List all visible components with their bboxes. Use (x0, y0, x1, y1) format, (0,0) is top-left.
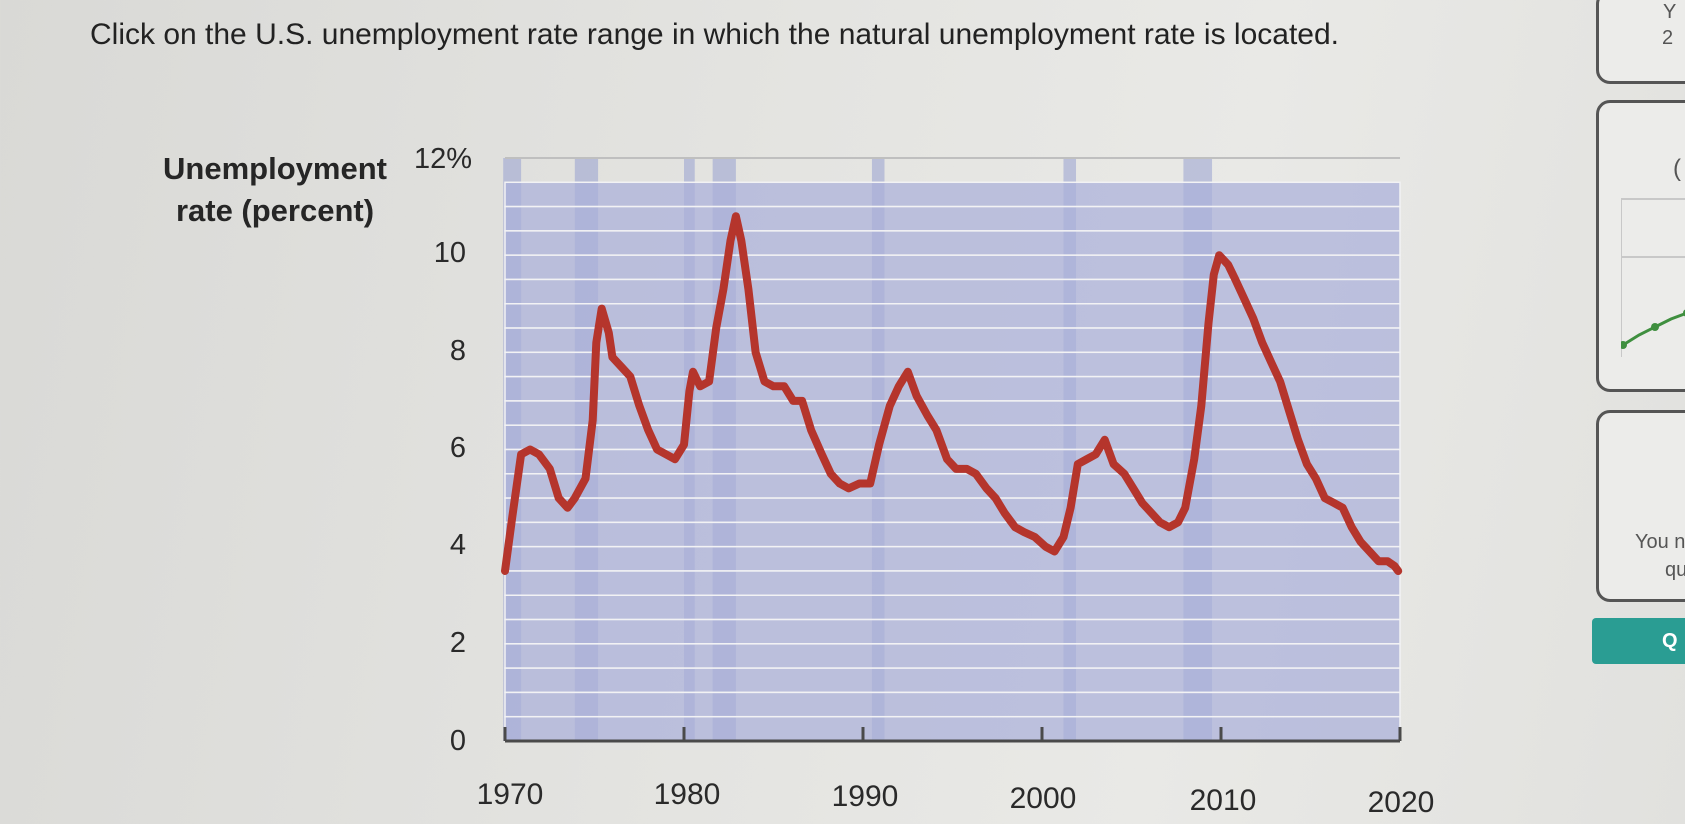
side-card-letter: Y (1663, 1, 1677, 23)
unemployment-range-band[interactable] (504, 303, 1401, 329)
y-tick-label: 10 (433, 237, 466, 269)
side-card-top: Y 2 (1596, 0, 1685, 84)
unemployment-range-band[interactable] (504, 691, 1401, 718)
x-tick-label: 2000 (1009, 782, 1077, 815)
unemployment-range-band[interactable] (504, 351, 1401, 378)
x-tick-label: 1990 (831, 780, 899, 813)
unemployment-range-band[interactable] (504, 254, 1401, 281)
unemployment-range-band[interactable] (504, 667, 1401, 694)
unemployment-range-band[interactable] (504, 375, 1401, 402)
x-tick-label: 1980 (653, 778, 721, 811)
side-card-message: You n qu (1596, 410, 1685, 602)
unemployment-range-band[interactable] (504, 715, 1401, 742)
range-bands (504, 157, 1401, 742)
y-axis-label: Unemployment rate (percent) (150, 148, 400, 232)
y-tick-label: 2 (449, 627, 466, 659)
side-action-button-label: Q (1662, 630, 1678, 652)
unemployment-range-band[interactable] (504, 424, 1401, 451)
y-tick-label: 8 (449, 335, 466, 367)
x-tick-label: 2010 (1189, 784, 1257, 817)
series-line-layer (501, 212, 1403, 575)
y-tick-label: 4 (449, 529, 466, 561)
x-tick-label: 1970 (476, 778, 544, 811)
side-card-text: You n (1635, 531, 1685, 553)
y-axis-label-line-2: rate (percent) (175, 193, 375, 228)
mini-graph-icon (1621, 198, 1685, 357)
y-tick-label: 12% (413, 143, 472, 175)
unemployment-range-band[interactable] (504, 545, 1401, 572)
unemployment-range-band[interactable] (504, 594, 1401, 621)
unemployment-rate-line (501, 212, 1403, 575)
unemployment-range-band[interactable] (504, 643, 1401, 669)
side-card-text: qu (1665, 559, 1685, 581)
unemployment-range-band[interactable] (504, 181, 1401, 208)
unemployment-range-band[interactable] (504, 618, 1401, 645)
side-action-button[interactable]: Q (1592, 618, 1685, 664)
unemployment-range-band[interactable] (504, 278, 1401, 305)
unemployment-range-band[interactable] (504, 230, 1401, 256)
x-tick-label: 2020 (1367, 786, 1435, 819)
unemployment-range-band[interactable] (504, 327, 1401, 354)
unemployment-range-band[interactable] (504, 521, 1401, 548)
unemployment-range-band[interactable] (504, 570, 1401, 596)
unemployment-range-band[interactable] (504, 205, 1401, 232)
unemployment-range-band[interactable] (504, 497, 1401, 524)
y-axis-label-line-1: Unemployment (163, 151, 387, 186)
y-tick-label: 0 (449, 725, 466, 757)
x-axis (503, 727, 1402, 743)
side-card-letter: ( (1673, 155, 1681, 182)
question-text: Click on the U.S. unemployment rate rang… (90, 18, 1339, 51)
y-tick-label: 6 (449, 432, 466, 464)
unemployment-range-band[interactable] (504, 473, 1401, 499)
side-card-graph: ( (1596, 100, 1685, 392)
side-card-letter: 2 (1662, 27, 1674, 49)
